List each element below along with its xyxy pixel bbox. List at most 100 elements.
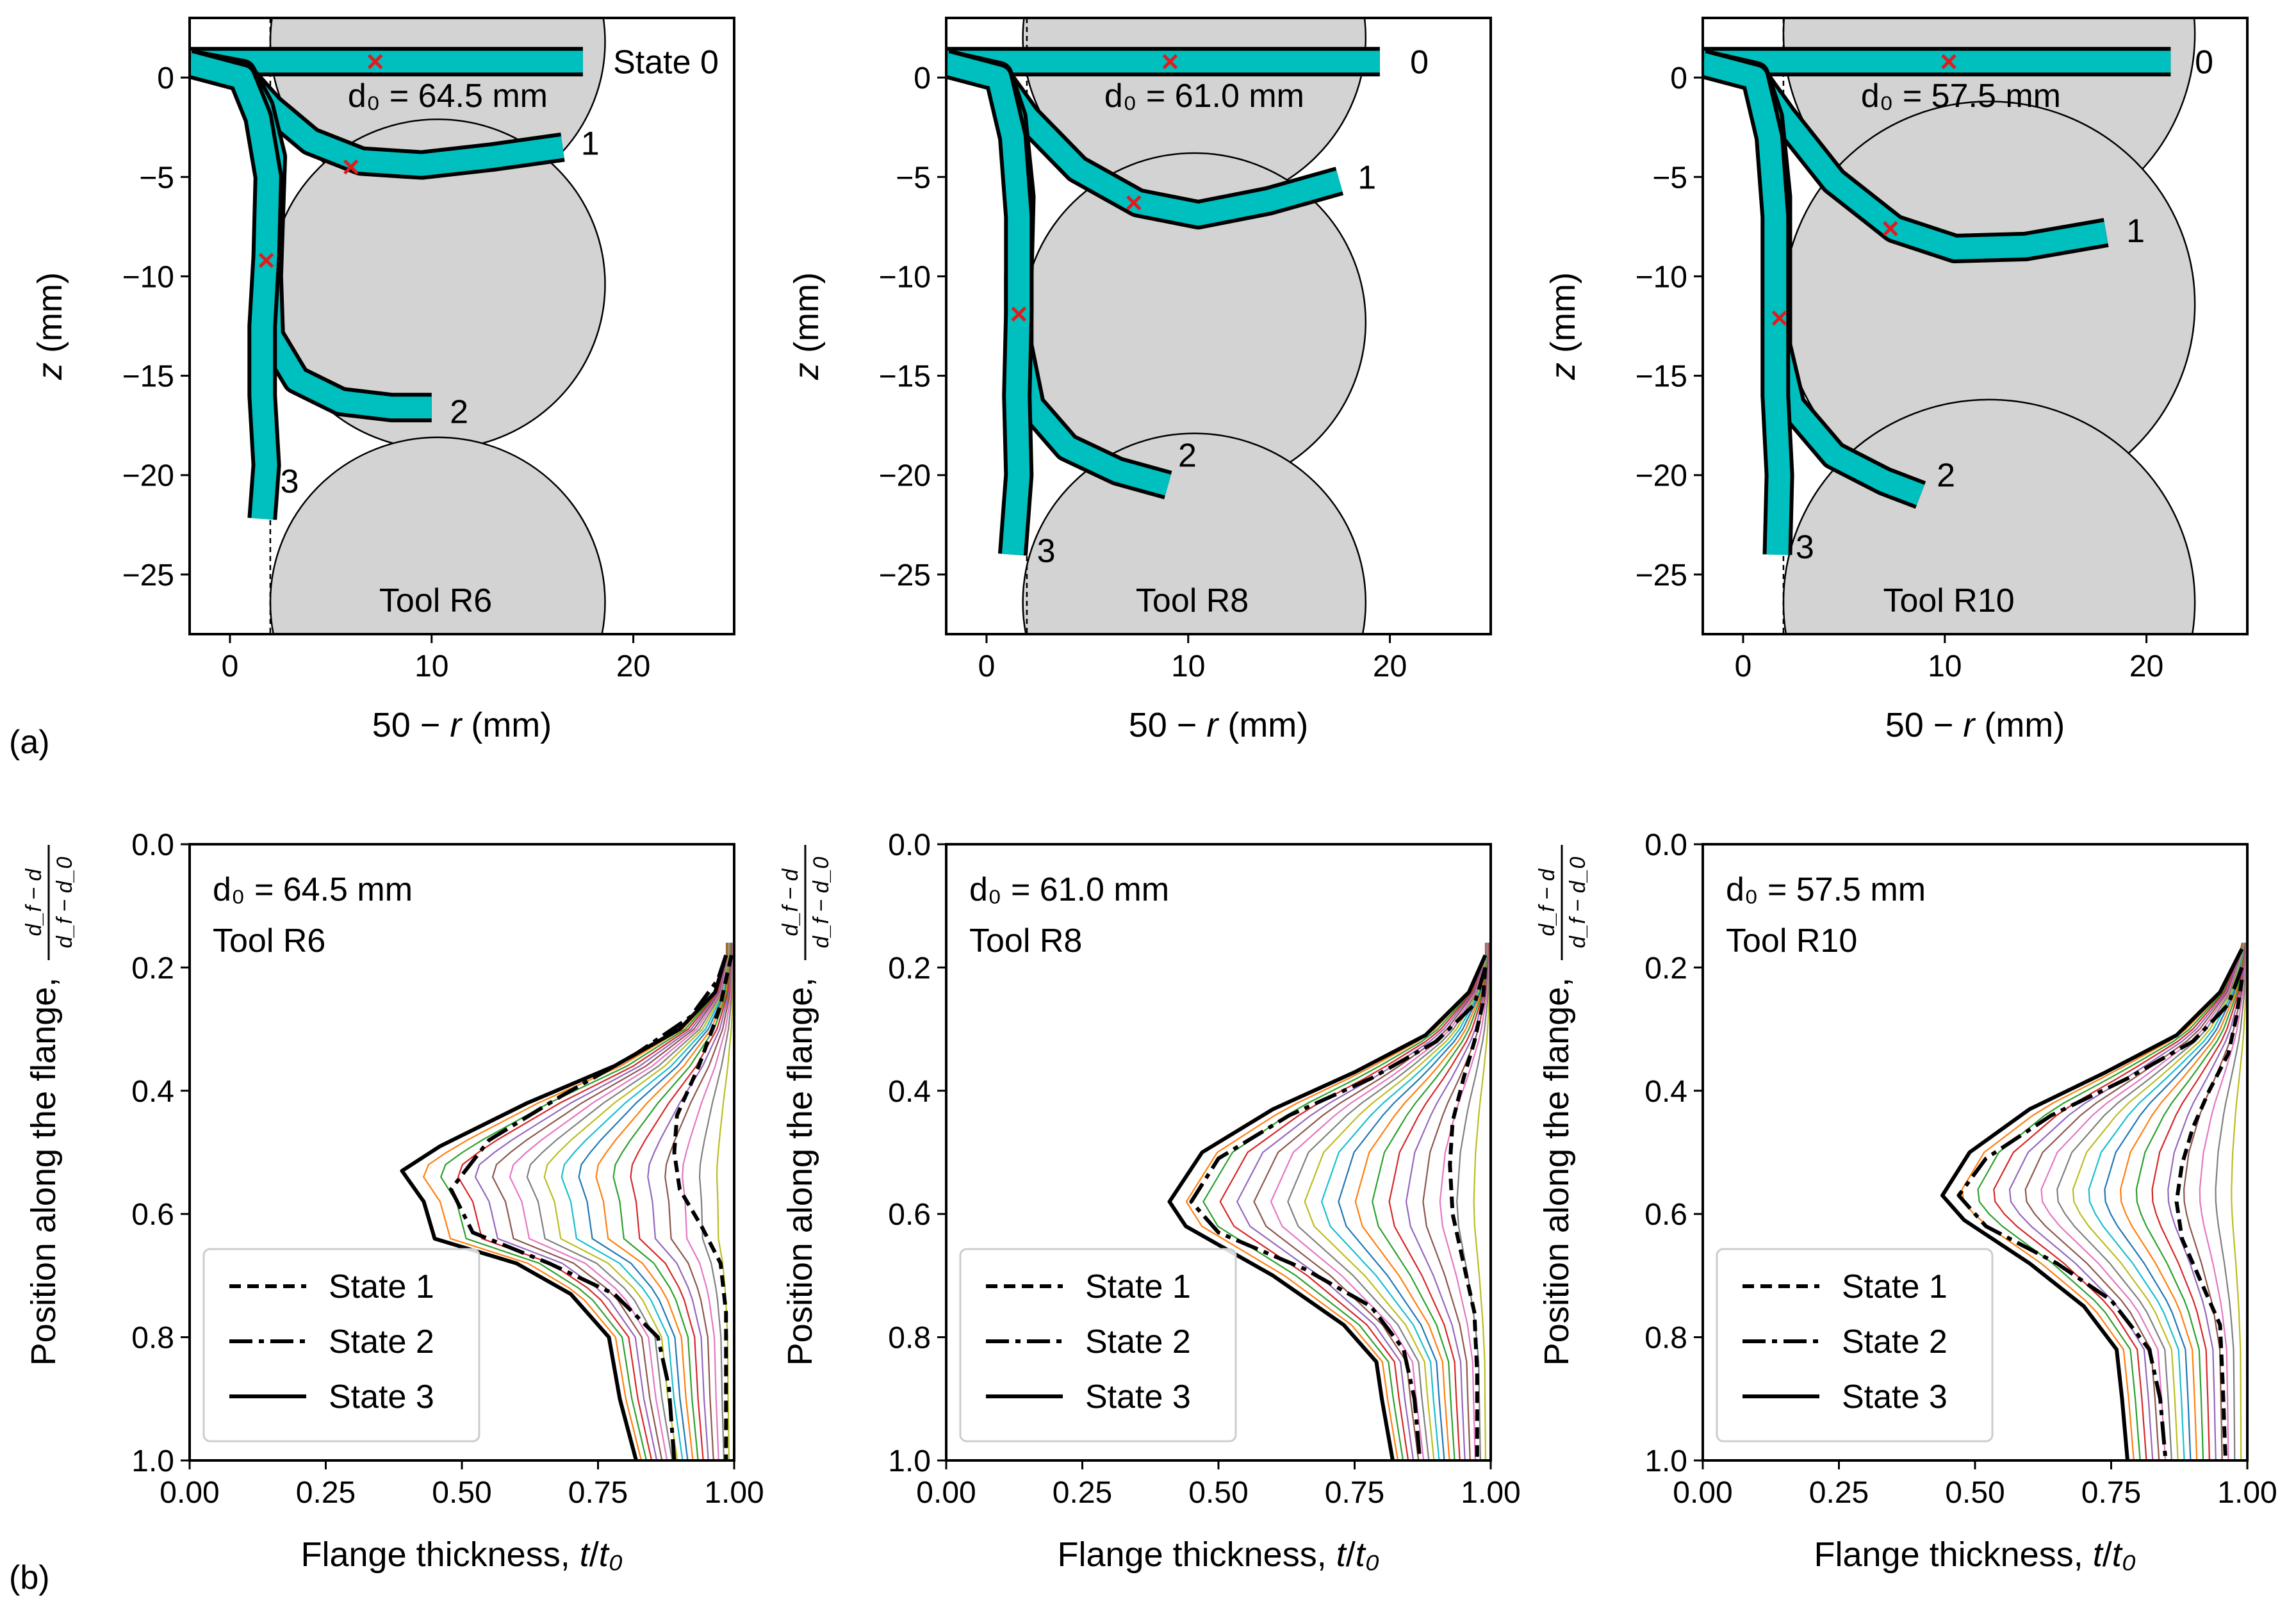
- series-state-2: [1189, 967, 1488, 1460]
- x-axis-label: 50 − r (mm): [1885, 706, 2065, 744]
- state-label-1: 1: [581, 126, 600, 163]
- tool-label: Tool R6: [213, 922, 325, 960]
- marker-stroke-b: [1162, 54, 1178, 70]
- intermediate-curve-13: [630, 942, 733, 1460]
- intermediate-curve-8: [1304, 942, 1489, 1460]
- y-tick-label: −10: [1636, 260, 1687, 294]
- x-tick-label: 0: [222, 650, 239, 683]
- x-tick-label: 0.75: [568, 1476, 628, 1510]
- state-label-0: 0: [1410, 44, 1429, 81]
- intermediate-curve-13: [2151, 942, 2247, 1460]
- intermediate-curve-18: [2231, 942, 2247, 1460]
- intermediate-curve-1: [1185, 942, 1486, 1460]
- x-tick-label: 0.50: [1945, 1476, 2005, 1510]
- y-axis-label: Position along the flange,: [781, 977, 819, 1366]
- state-label-1: 1: [2126, 213, 2145, 250]
- y-tick-label: 0.2: [1644, 951, 1687, 985]
- x-tick-label: 0.50: [432, 1476, 491, 1510]
- intermediate-curve-9: [1320, 942, 1489, 1460]
- x-tick-label: 10: [414, 650, 448, 683]
- midpoint-marker-0: [1162, 54, 1178, 70]
- intermediate-curve-9: [561, 942, 731, 1460]
- y-tick-label: −5: [896, 161, 931, 195]
- x-axis-label: Flange thickness, t/t₀: [300, 1535, 623, 1574]
- intermediate-curve-8: [2072, 942, 2245, 1460]
- x-tick-label: 0.25: [1053, 1476, 1112, 1510]
- intermediate-curve-2: [1977, 942, 2243, 1460]
- intermediate-curve-3: [1993, 942, 2243, 1460]
- x-tick-label: 1.00: [704, 1476, 764, 1510]
- midpoint-marker-0: [1941, 54, 1956, 70]
- y-label-fraction-numerator: d_f − d: [22, 868, 46, 936]
- chart-a1: State 0 1 2 3 d₀ = 64.5 mm Tool R6 0 10 20 0 −5 −10…: [31, 17, 735, 744]
- legend: State 1 State 2 State 3: [1716, 1248, 1994, 1443]
- x-axis-label: Flange thickness, t/t₀: [1814, 1535, 2136, 1574]
- y-tick-label: 0.4: [888, 1075, 931, 1109]
- y-tick-label: 1.0: [1644, 1444, 1687, 1478]
- legend-label-3: State 3: [329, 1378, 434, 1416]
- intermediate-curve-3: [1219, 942, 1487, 1460]
- x-tick-label: 0.25: [1809, 1476, 1869, 1510]
- y-axis-label-group: Position along the flange, d_f − d d_f − …: [778, 845, 833, 1366]
- legend-label-1: State 1: [1085, 1268, 1191, 1305]
- marker-stroke-b: [343, 159, 359, 175]
- tool-roller-3: [1022, 432, 1366, 634]
- intermediate-curve-7: [526, 942, 730, 1460]
- legend-label-1: State 1: [1842, 1268, 1948, 1305]
- y-tick-label: −15: [1636, 360, 1687, 394]
- intermediate-curve-15: [2183, 942, 2247, 1460]
- y-tick-label: 0.0: [1644, 828, 1687, 862]
- plot-area: [946, 18, 1380, 634]
- intermediate-curve-17: [2215, 942, 2247, 1460]
- y-tick-label: −10: [879, 260, 931, 294]
- x-tick-label: 0: [1735, 650, 1752, 683]
- legend-label-3: State 3: [1085, 1378, 1191, 1416]
- y-tick-label: 0.8: [131, 1321, 174, 1355]
- intermediate-curve-15: [664, 942, 734, 1460]
- legend-label-2: State 2: [1842, 1323, 1948, 1361]
- y-axis-label: Position along the flange,: [24, 977, 63, 1366]
- y-tick-label: 0.4: [131, 1075, 174, 1109]
- intermediate-curve-4: [474, 942, 728, 1460]
- y-tick-label: 0: [914, 61, 931, 95]
- panel-label-b: (b): [9, 1559, 50, 1596]
- intermediate-curve-12: [1372, 942, 1489, 1460]
- y-tick-label: 0.6: [131, 1198, 174, 1232]
- y-axis-label-group: Position along the flange, d_f − d d_f − …: [22, 845, 77, 1366]
- intermediate-curve-3: [457, 942, 728, 1460]
- marker-stroke-b: [1771, 310, 1787, 326]
- tool-label: Tool R6: [379, 582, 492, 619]
- intermediate-curve-16: [1439, 942, 1491, 1460]
- midpoint-marker-2: [1011, 306, 1027, 322]
- plot-area: [1703, 18, 2196, 634]
- state-label-3: 3: [1037, 533, 1056, 570]
- y-label-fraction-numerator: d_f − d: [778, 868, 803, 936]
- y-axis-label-group: Position along the flange, d_f − d d_f − …: [1535, 845, 1590, 1366]
- chart-a3: 0 1 2 3 d₀ = 57.5 mm Tool R10 0 10 20 0 −5 −10 −15 −2…: [1544, 17, 2249, 744]
- midpoint-marker-0: [367, 54, 383, 70]
- legend-label-1: State 1: [329, 1268, 434, 1305]
- y-tick-label: 0.0: [888, 828, 931, 862]
- y-tick-label: 0.4: [1644, 1075, 1687, 1109]
- state-label-2: 2: [1178, 437, 1197, 475]
- legend-label-2: State 2: [1085, 1323, 1191, 1361]
- marker-stroke-b: [367, 54, 383, 70]
- series-state-2: [1956, 967, 2244, 1460]
- y-tick-label: 0.0: [131, 828, 174, 862]
- axes-frame: [1702, 17, 2249, 635]
- axes-frame: [945, 17, 1492, 635]
- legend-box: [202, 1248, 480, 1443]
- y-label-fraction-denominator: d_f − d_0: [809, 857, 833, 949]
- intermediate-curve-10: [578, 942, 732, 1460]
- y-tick-label: 0.2: [131, 951, 174, 985]
- y-tick-label: −5: [1652, 161, 1687, 195]
- legend: State 1 State 2 State 3: [959, 1248, 1237, 1443]
- y-axis-label: z (mm): [787, 272, 826, 380]
- legend-label-3: State 3: [1842, 1378, 1948, 1416]
- state-3-sheet: [190, 53, 279, 520]
- tool-label: Tool R10: [1883, 582, 2014, 619]
- y-tick-label: −25: [122, 559, 174, 593]
- series-state-3: [400, 954, 728, 1460]
- chart-b1: 0.00 0.25 0.50 0.75 1.00 0.0 0.2 0.4 0.6 0.8 1.0 d₀…: [22, 828, 764, 1574]
- plot-area: [1167, 844, 1491, 1460]
